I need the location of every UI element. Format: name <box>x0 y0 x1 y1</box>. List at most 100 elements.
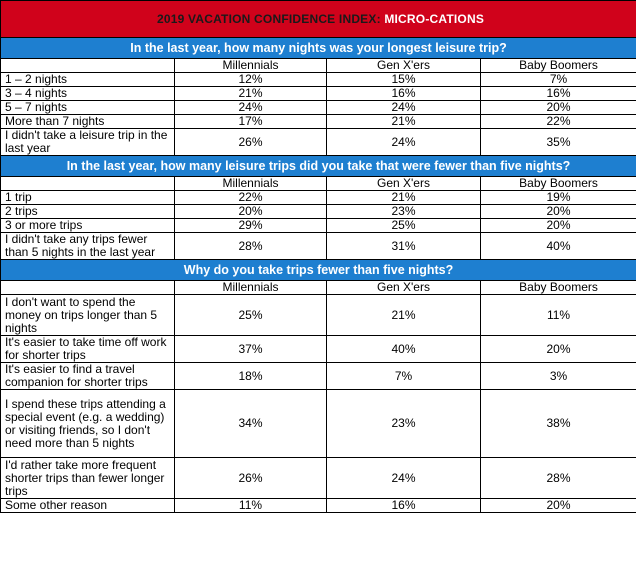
boomers-value: 20% <box>479 218 636 233</box>
boomers-value: 38% <box>479 389 636 458</box>
genx-value: 16% <box>326 86 481 101</box>
row-label: I don't want to spend the money on trips… <box>0 294 175 336</box>
millennials-value: 18% <box>174 362 327 390</box>
millennials-value: 34% <box>174 389 327 458</box>
boomers-value: 20% <box>479 100 636 115</box>
page-title: 2019 VACATION CONFIDENCE INDEX: MICRO-CA… <box>0 0 636 38</box>
table-row: It's easier to take time off work for sh… <box>0 335 636 363</box>
boomers-value: 22% <box>479 114 636 129</box>
genx-value: 23% <box>326 204 481 219</box>
column-header-boomers: Baby Boomers <box>479 280 636 295</box>
millennials-value: 29% <box>174 218 327 233</box>
boomers-value: 20% <box>479 204 636 219</box>
column-header-boomers: Baby Boomers <box>479 176 636 191</box>
table-row: I didn't take any trips fewer than 5 nig… <box>0 232 636 260</box>
table-row: 1 trip 22% 21% 19% <box>0 190 636 205</box>
genx-value: 24% <box>326 128 481 156</box>
millennials-value: 28% <box>174 232 327 260</box>
genx-value: 40% <box>326 335 481 363</box>
genx-value: 15% <box>326 72 481 87</box>
column-header-row: Millennials Gen X'ers Baby Boomers <box>0 58 636 73</box>
section-header-short-trips: In the last year, how many leisure trips… <box>0 155 636 177</box>
millennials-value: 26% <box>174 457 327 499</box>
row-label: Some other reason <box>0 498 175 513</box>
millennials-value: 37% <box>174 335 327 363</box>
column-header-genx: Gen X'ers <box>326 58 481 73</box>
table-row: 3 – 4 nights 21% 16% 16% <box>0 86 636 101</box>
row-label: I spend these trips attending a special … <box>0 389 175 458</box>
boomers-value: 7% <box>479 72 636 87</box>
row-label: 3 – 4 nights <box>0 86 175 101</box>
table-row: I didn't take a leisure trip in the last… <box>0 128 636 156</box>
column-header-boomers: Baby Boomers <box>479 58 636 73</box>
genx-value: 23% <box>326 389 481 458</box>
table-row: 1 – 2 nights 12% 15% 7% <box>0 72 636 87</box>
section-heading: In the last year, how many leisure trips… <box>0 155 636 177</box>
genx-value: 24% <box>326 457 481 499</box>
section-header-reasons: Why do you take trips fewer than five ni… <box>0 259 636 281</box>
survey-table: 2019 VACATION CONFIDENCE INDEX: MICRO-CA… <box>0 0 636 513</box>
genx-value: 21% <box>326 294 481 336</box>
millennials-value: 24% <box>174 100 327 115</box>
genx-value: 21% <box>326 190 481 205</box>
title-row: 2019 VACATION CONFIDENCE INDEX: MICRO-CA… <box>0 0 636 38</box>
title-prefix: 2019 VACATION CONFIDENCE INDEX: <box>157 11 385 26</box>
boomers-value: 35% <box>479 128 636 156</box>
genx-value: 25% <box>326 218 481 233</box>
table-row: More than 7 nights 17% 21% 22% <box>0 114 636 129</box>
table-row: Some other reason 11% 16% 20% <box>0 498 636 513</box>
boomers-value: 40% <box>479 232 636 260</box>
column-header-genx: Gen X'ers <box>326 280 481 295</box>
millennials-value: 21% <box>174 86 327 101</box>
section-heading: Why do you take trips fewer than five ni… <box>0 259 636 281</box>
table-row: 2 trips 20% 23% 20% <box>0 204 636 219</box>
table-row: I'd rather take more frequent shorter tr… <box>0 457 636 499</box>
millennials-value: 22% <box>174 190 327 205</box>
table-row: I don't want to spend the money on trips… <box>0 294 636 336</box>
row-label: 5 – 7 nights <box>0 100 175 115</box>
millennials-value: 12% <box>174 72 327 87</box>
column-header-genx: Gen X'ers <box>326 176 481 191</box>
genx-value: 31% <box>326 232 481 260</box>
table-row: 5 – 7 nights 24% 24% 20% <box>0 100 636 115</box>
column-header-blank <box>0 280 175 295</box>
boomers-value: 20% <box>479 335 636 363</box>
row-label: It's easier to take time off work for sh… <box>0 335 175 363</box>
column-header-row: Millennials Gen X'ers Baby Boomers <box>0 176 636 191</box>
boomers-value: 20% <box>479 498 636 513</box>
genx-value: 16% <box>326 498 481 513</box>
section-header-longest-trip: In the last year, how many nights was yo… <box>0 37 636 59</box>
millennials-value: 25% <box>174 294 327 336</box>
table-row: It's easier to find a travel companion f… <box>0 362 636 390</box>
section-heading: In the last year, how many nights was yo… <box>0 37 636 59</box>
column-header-row: Millennials Gen X'ers Baby Boomers <box>0 280 636 295</box>
row-label: It's easier to find a travel companion f… <box>0 362 175 390</box>
boomers-value: 28% <box>479 457 636 499</box>
row-label: 2 trips <box>0 204 175 219</box>
boomers-value: 11% <box>479 294 636 336</box>
column-header-millennials: Millennials <box>174 58 327 73</box>
boomers-value: 16% <box>479 86 636 101</box>
table-row: 3 or more trips 29% 25% 20% <box>0 218 636 233</box>
row-label: I'd rather take more frequent shorter tr… <box>0 457 175 499</box>
millennials-value: 11% <box>174 498 327 513</box>
column-header-millennials: Millennials <box>174 176 327 191</box>
row-label: More than 7 nights <box>0 114 175 129</box>
genx-value: 7% <box>326 362 481 390</box>
millennials-value: 26% <box>174 128 327 156</box>
boomers-value: 3% <box>479 362 636 390</box>
row-label: 1 trip <box>0 190 175 205</box>
genx-value: 24% <box>326 100 481 115</box>
table-row: I spend these trips attending a special … <box>0 389 636 458</box>
boomers-value: 19% <box>479 190 636 205</box>
row-label: I didn't take any trips fewer than 5 nig… <box>0 232 175 260</box>
column-header-blank <box>0 176 175 191</box>
millennials-value: 17% <box>174 114 327 129</box>
column-header-blank <box>0 58 175 73</box>
title-highlight: MICRO-CATIONS <box>384 11 485 26</box>
row-label: 3 or more trips <box>0 218 175 233</box>
row-label: 1 – 2 nights <box>0 72 175 87</box>
genx-value: 21% <box>326 114 481 129</box>
row-label: I didn't take a leisure trip in the last… <box>0 128 175 156</box>
column-header-millennials: Millennials <box>174 280 327 295</box>
